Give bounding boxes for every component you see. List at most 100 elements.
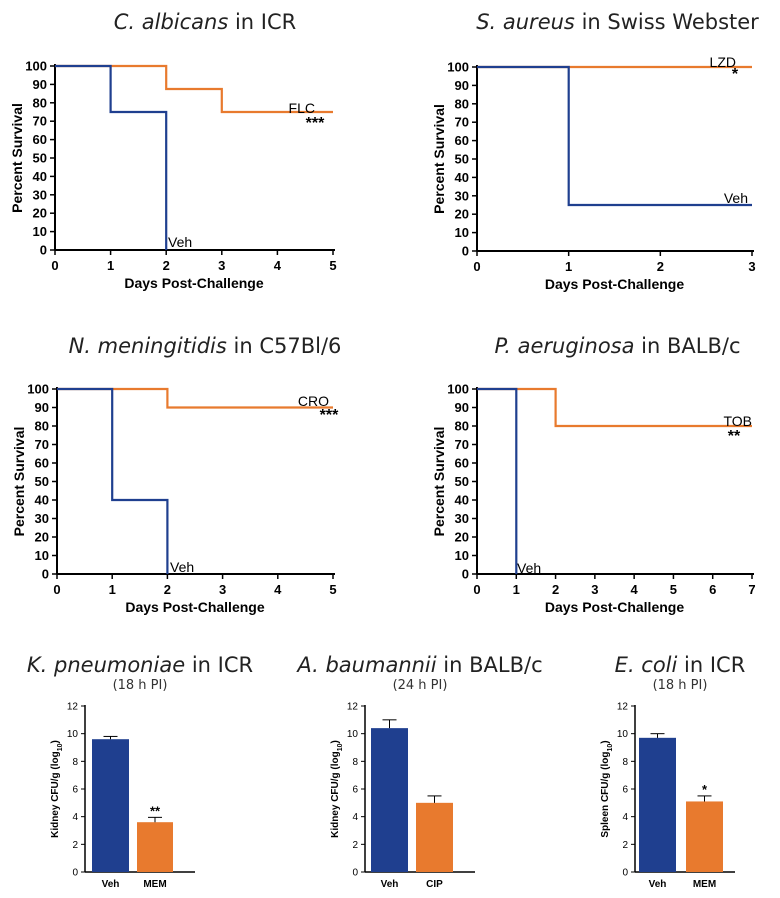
y-tick-label: 4 (72, 812, 78, 823)
x-category-label: Veh (381, 879, 399, 890)
x-tick-label: 3 (219, 582, 226, 597)
series-line-veh (477, 387, 518, 574)
x-tick-label: 3 (218, 258, 225, 273)
y-tick-label: 6 (72, 785, 78, 796)
organism-name: S. aureus (476, 10, 575, 34)
bar-mem (137, 822, 173, 872)
y-tick-label: 10 (35, 548, 49, 563)
y-tick-label: 10 (347, 729, 359, 740)
series-label-veh: Veh (170, 559, 194, 575)
y-tick-label: 60 (35, 456, 49, 471)
y-tick-label: 10 (455, 225, 469, 240)
x-tick-label: 4 (274, 258, 282, 273)
y-tick-label: 0 (42, 567, 49, 582)
bar-chart-k-pneumoniae: 0 2 4 6 8 10 12 Kidney CFU/g (log10) Veh MEM ** (50, 702, 195, 890)
y-tick-label: 0 (622, 868, 628, 879)
x-tick-label: 0 (473, 259, 480, 274)
organism-name: E. coli (614, 653, 678, 677)
y-tick-label: 70 (33, 114, 47, 129)
y-axis-label: Percent Survival (431, 427, 447, 537)
y-axis-label: Percent Survival (11, 427, 27, 537)
y-tick-label: 100 (447, 60, 469, 75)
y-tick-label: 8 (352, 757, 358, 768)
y-tick-label: 20 (35, 530, 49, 545)
organism-name: N. meningitidis (68, 334, 227, 358)
series-label-flc: FLC (289, 100, 315, 116)
y-tick-label: 10 (67, 729, 79, 740)
y-tick-label: 90 (35, 400, 49, 415)
x-tick-label: 5 (329, 258, 336, 273)
x-tick-label: 1 (513, 582, 520, 597)
bar-cip (416, 802, 453, 872)
y-tick-label: 60 (455, 133, 469, 148)
x-category-label: MEM (143, 879, 166, 890)
significance-marker: ** (728, 428, 741, 445)
x-axis-label: Days Post-Challenge (545, 276, 684, 292)
y-tick-label: 50 (455, 474, 469, 489)
x-axis-label: Days Post-Challenge (124, 275, 263, 291)
y-tick-label: 4 (352, 812, 358, 823)
organism-name: K. pneumoniae (26, 653, 186, 677)
survival-chart-c-albicans: 0 10 20 30 40 50 60 70 80 90 100 0 1 2 3 4 5 Days Post-Ch… (9, 59, 337, 292)
x-tick-label: 2 (163, 258, 170, 273)
strain-name: in Swiss Webster (581, 10, 759, 34)
y-tick-label: 60 (455, 456, 469, 471)
x-tick-label: 3 (591, 582, 598, 597)
y-tick-label: 2 (72, 840, 78, 851)
bar-mem (686, 801, 723, 872)
survival-chart-s-aureus: 0 10 20 30 40 50 60 70 80 90 100 0 1 2 3 Days Post-Chal… (431, 54, 756, 292)
x-category-label: MEM (693, 879, 716, 890)
x-tick-label: 0 (53, 582, 60, 597)
y-tick-label: 30 (33, 187, 47, 202)
y-axis-label: Percent Survival (9, 103, 25, 213)
y-tick-label: 0 (352, 868, 358, 879)
y-tick-label: 12 (617, 702, 629, 713)
y-tick-label: 40 (33, 169, 47, 184)
strain-name: in ICR (234, 10, 297, 34)
bar-chart-a-baumannii: 0 2 4 6 8 10 12 Kidney CFU/g (log10) Veh CIP (330, 702, 475, 890)
y-tick-label: 8 (622, 757, 628, 768)
y-tick-label: 50 (33, 151, 47, 166)
significance-marker: *** (320, 407, 339, 424)
strain-name: in BALB/c (443, 653, 543, 677)
y-tick-label: 6 (622, 785, 628, 796)
x-tick-label: 2 (552, 582, 559, 597)
y-tick-label: 6 (352, 785, 358, 796)
series-label-veh: Veh (517, 560, 541, 576)
y-tick-label: 20 (455, 530, 469, 545)
bar-veh (92, 739, 129, 872)
series-label-tob: TOB (723, 413, 752, 429)
y-tick-label: 90 (455, 78, 469, 93)
organism-name: A. baumannii (297, 653, 437, 677)
series-label-cro: CRO (298, 393, 329, 409)
significance-marker: * (702, 782, 708, 797)
y-tick-label: 0 (462, 244, 469, 259)
series-label-veh: Veh (168, 234, 192, 250)
x-tick-label: 2 (657, 259, 664, 274)
y-tick-label: 100 (447, 382, 469, 397)
y-tick-label: 100 (27, 382, 49, 397)
y-tick-label: 40 (455, 170, 469, 185)
y-tick-label: 0 (72, 868, 78, 879)
x-category-label: CIP (426, 879, 443, 890)
x-tick-label: 4 (631, 582, 639, 597)
survival-chart-p-aeruginosa: 0 10 20 30 40 50 60 70 80 90 100 0 1 2 3 4 5 6 7 Days Post-… (431, 382, 756, 616)
y-tick-label: 90 (33, 77, 47, 92)
series-line-tob (477, 387, 752, 428)
significance-marker: ** (150, 803, 161, 818)
y-tick-label: 80 (455, 96, 469, 111)
y-tick-label: 40 (35, 493, 49, 508)
x-axis-label: Days Post-Challenge (125, 599, 264, 615)
y-tick-label: 30 (455, 511, 469, 526)
y-tick-label: 70 (455, 115, 469, 130)
panel-title-e-coli: E. coli in ICR (580, 653, 780, 677)
y-tick-label: 20 (455, 207, 469, 222)
x-tick-label: 7 (748, 582, 755, 597)
y-tick-label: 70 (455, 437, 469, 452)
y-tick-label: 2 (622, 840, 628, 851)
x-tick-label: 2 (164, 582, 171, 597)
strain-name: in BALB/c (641, 334, 741, 358)
y-tick-label: 30 (35, 511, 49, 526)
bar-veh (371, 728, 408, 872)
y-axis-label: Percent Survival (431, 104, 447, 214)
